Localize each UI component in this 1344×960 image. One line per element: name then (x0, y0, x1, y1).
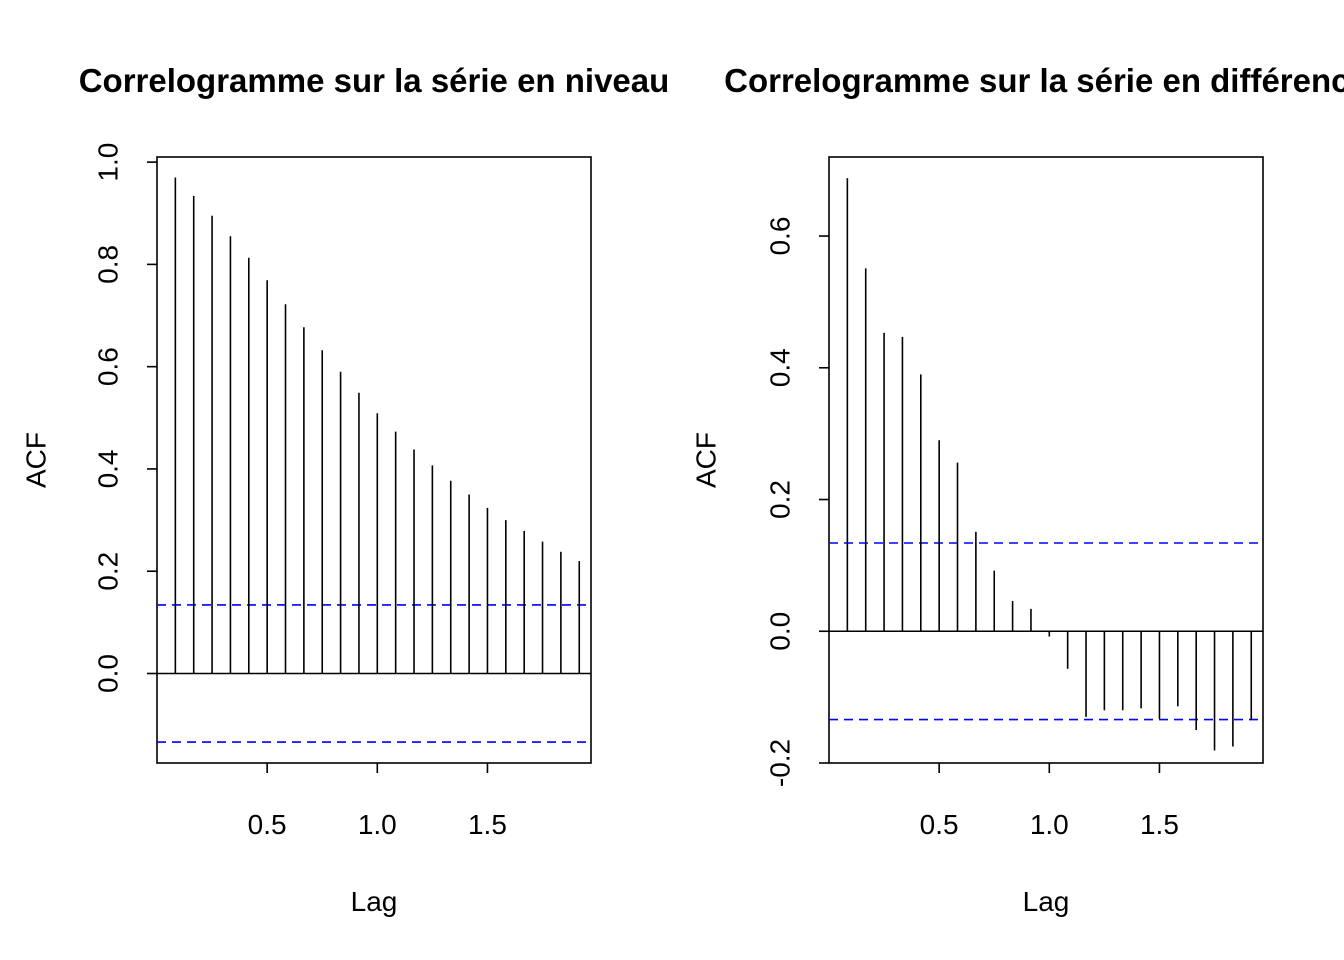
chart-title-2: Correlogramme sur la série en différence (724, 62, 1344, 99)
acf-panel-2: -0.2 0.0 0.2 0.4 0.6 0.5 1.0 1.5 Lag ACF (690, 156, 1264, 917)
y-tick-label: 0.0 (764, 612, 795, 651)
y-tick-label: -0.2 (764, 739, 795, 787)
x-tick-label: 0.5 (920, 809, 959, 840)
y-tick-label: 0.0 (92, 654, 123, 693)
y-tick-label: 0.2 (764, 480, 795, 519)
x-tick-label: 0.5 (248, 809, 287, 840)
x-axis-label: Lag (351, 886, 398, 917)
y-tick-label: 0.6 (764, 217, 795, 256)
y-axis-label: ACF (20, 432, 51, 488)
plot-frame (828, 156, 1264, 764)
x-tick-label: 1.0 (1030, 809, 1069, 840)
y-tick-label: 0.2 (92, 552, 123, 591)
y-tick-label: 0.4 (92, 449, 123, 488)
plot-frame (156, 156, 592, 764)
x-tick-label: 1.5 (468, 809, 507, 840)
y-tick-label: 0.8 (92, 245, 123, 284)
x-tick-label: 1.5 (1140, 809, 1179, 840)
y-axis-label: ACF (690, 432, 721, 488)
acf-panel-1: 0.0 0.2 0.4 0.6 0.8 1.0 0.5 1.0 1.5 Lag ACF (20, 143, 592, 917)
chart-title-1: Correlogramme sur la série en niveau (79, 62, 670, 99)
y-tick-label: 1.0 (92, 143, 123, 182)
y-tick-label: 0.6 (92, 347, 123, 386)
x-axis-label: Lag (1023, 886, 1070, 917)
x-tick-label: 1.0 (358, 809, 397, 840)
y-tick-label: 0.4 (764, 348, 795, 387)
